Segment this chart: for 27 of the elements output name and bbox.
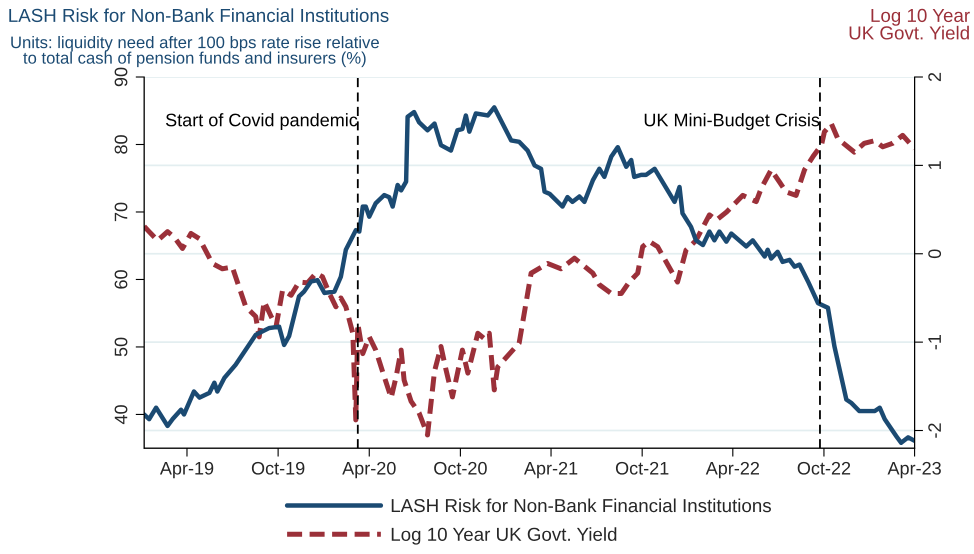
y2-tick-label: -2: [928, 423, 941, 438]
ref-line-label: UK Mini-Budget Crisis: [644, 113, 820, 130]
x-tick-label: Apr-21: [524, 462, 578, 478]
x-tick-label: Oct-21: [616, 462, 668, 475]
x-tick-label: Apr-19: [160, 462, 214, 478]
y-tick-label: 60: [114, 270, 128, 289]
y-tick-label: 50: [114, 338, 128, 356]
x-tick-label: Oct-20: [434, 462, 487, 475]
y2-tick-label: -1: [928, 334, 941, 350]
y2-tick-label: 1: [928, 161, 941, 170]
x-tick-label: Oct-19: [252, 462, 304, 475]
x-tick-label: Oct-22: [798, 462, 850, 475]
legend-label: Log 10 Year UK Govt. Yield: [392, 527, 616, 545]
y2-tick-label: 2: [928, 72, 941, 82]
y-tick-label: 70: [114, 202, 128, 222]
x-tick-label: Apr-22: [706, 462, 759, 478]
ref-line-label: Start of Covid pandemic: [166, 113, 358, 130]
x-tick-label: Apr-20: [342, 462, 396, 478]
y-tick-label: 80: [114, 135, 128, 154]
y-tick-label: 40: [114, 405, 128, 424]
legend-label: LASH Risk for Non-Bank Financial Institutions: [392, 498, 771, 512]
y2-tick-label: 0: [928, 249, 942, 258]
x-tick-label: Apr-23: [888, 462, 941, 478]
y2-axis-title: Log 10 Year UK Govt. Yield: [850, 8, 970, 40]
y-tick-label: 90: [114, 68, 128, 86]
y-axis-title: Units: liquidity need after 100 bps rate rise relative to total cash of pension funds and insurers (%): [11, 36, 379, 68]
chart-title: LASH Risk for Non-Bank Financial Institutions: [9, 8, 389, 22]
